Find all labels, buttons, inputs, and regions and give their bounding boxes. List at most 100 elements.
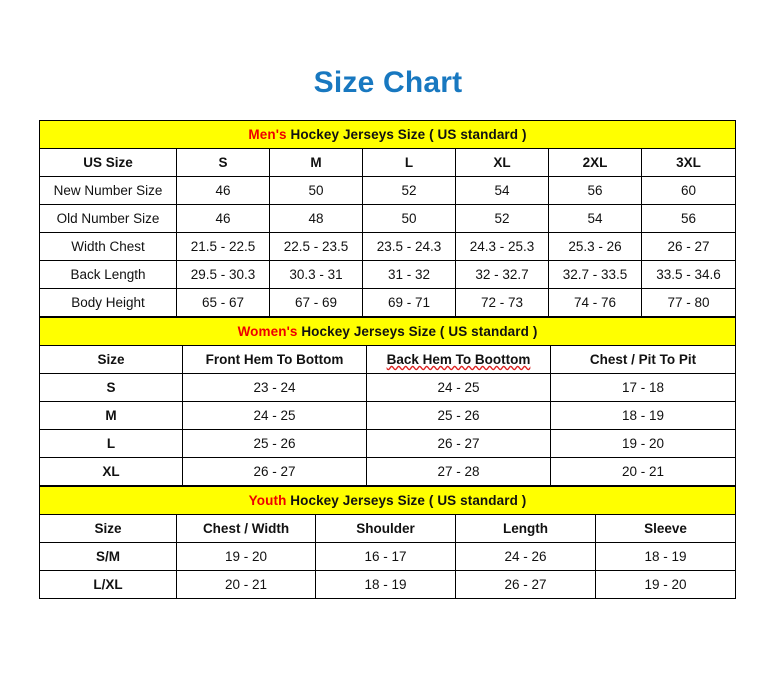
table-row: Width Chest 21.5 - 22.5 22.5 - 23.5 23.5…: [39, 232, 737, 261]
table-row: S 23 - 24 24 - 25 17 - 18: [39, 373, 737, 402]
womens-band-accent: Women's: [237, 324, 298, 339]
youth-band-accent: Youth: [248, 493, 287, 508]
mens-row-0-val-4: 56: [548, 176, 642, 205]
table-row: XL 26 - 27 27 - 28 20 - 21: [39, 457, 737, 486]
mens-col-4: XL: [455, 148, 549, 177]
mens-row-1-val-1: 48: [269, 204, 363, 233]
page-title: Size Chart: [313, 66, 463, 99]
youth-section-band-row: Youth Hockey Jerseys Size ( US standard …: [38, 486, 737, 515]
womens-row-2-label: L: [39, 429, 183, 458]
mens-row-2-val-3: 24.3 - 25.3: [455, 232, 549, 261]
mens-row-3-val-5: 33.5 - 34.6: [640, 260, 737, 289]
mens-section-band: Men's Hockey Jerseys Size ( US standard …: [38, 120, 737, 149]
mens-row-4-val-1: 67 - 69: [269, 288, 363, 317]
mens-band-rest: Hockey Jerseys Size ( US standard ): [286, 127, 527, 142]
mens-row-3-label: Back Length: [39, 260, 177, 289]
mens-row-3-val-0: 29.5 - 30.3: [176, 260, 270, 289]
table-row: L/XL 20 - 21 18 - 19 26 - 27 19 - 20: [39, 570, 737, 599]
table-row: Old Number Size 46 48 50 52 54 56: [39, 204, 737, 233]
womens-row-1-val-0: 24 - 25: [182, 401, 367, 430]
womens-row-0-val-0: 23 - 24: [182, 373, 367, 402]
youth-col-4: Sleeve: [594, 514, 737, 543]
womens-col-0: Size: [39, 345, 183, 374]
womens-col-1: Front Hem To Bottom: [182, 345, 367, 374]
mens-row-0-val-1: 50: [269, 176, 363, 205]
womens-row-3-val-2: 20 - 21: [549, 457, 737, 486]
womens-size-table: Women's Hockey Jerseys Size ( US standar…: [38, 317, 737, 486]
mens-row-0-val-3: 54: [455, 176, 549, 205]
table-row: Body Height 65 - 67 67 - 69 69 - 71 72 -…: [39, 288, 737, 317]
mens-row-2-val-4: 25.3 - 26: [548, 232, 642, 261]
mens-row-0-val-2: 52: [362, 176, 456, 205]
mens-col-5: 2XL: [548, 148, 642, 177]
youth-header-row: Size Chest / Width Shoulder Length Sleev…: [39, 514, 737, 543]
womens-section-band-row: Women's Hockey Jerseys Size ( US standar…: [38, 317, 737, 346]
youth-row-1-val-1: 18 - 19: [315, 570, 456, 599]
mens-row-1-val-5: 56: [640, 204, 737, 233]
youth-row-1-val-0: 20 - 21: [176, 570, 316, 599]
mens-row-2-val-5: 26 - 27: [640, 232, 737, 261]
mens-col-6: 3XL: [640, 148, 737, 177]
mens-row-2-val-0: 21.5 - 22.5: [176, 232, 270, 261]
mens-row-2-val-2: 23.5 - 24.3: [362, 232, 456, 261]
mens-section-band-row: Men's Hockey Jerseys Size ( US standard …: [38, 120, 737, 149]
womens-row-2-val-0: 25 - 26: [182, 429, 367, 458]
mens-row-0-val-0: 46: [176, 176, 270, 205]
mens-row-2-val-1: 22.5 - 23.5: [269, 232, 363, 261]
womens-row-3-label: XL: [39, 457, 183, 486]
mens-row-4-val-5: 77 - 80: [640, 288, 737, 317]
youth-col-0: Size: [39, 514, 177, 543]
mens-row-4-val-3: 72 - 73: [455, 288, 549, 317]
womens-row-0-val-2: 17 - 18: [549, 373, 737, 402]
mens-band-accent: Men's: [248, 127, 287, 142]
womens-row-0-label: S: [39, 373, 183, 402]
table-row: New Number Size 46 50 52 54 56 60: [39, 176, 737, 205]
mens-row-1-val-4: 54: [548, 204, 642, 233]
mens-row-1-label: Old Number Size: [39, 204, 177, 233]
womens-col-3: Chest / Pit To Pit: [549, 345, 737, 374]
womens-row-3-val-1: 27 - 28: [366, 457, 551, 486]
youth-row-1-val-2: 26 - 27: [455, 570, 596, 599]
mens-col-2: M: [269, 148, 363, 177]
mens-row-1-val-3: 52: [455, 204, 549, 233]
size-chart-tables: Men's Hockey Jerseys Size ( US standard …: [38, 120, 737, 599]
youth-row-0-val-1: 16 - 17: [315, 542, 456, 571]
youth-band-rest: Hockey Jerseys Size ( US standard ): [286, 493, 527, 508]
womens-col-2: Back Hem To Boottom: [366, 345, 551, 374]
mens-row-1-val-2: 50: [362, 204, 456, 233]
mens-row-3-val-1: 30.3 - 31: [269, 260, 363, 289]
womens-row-0-val-1: 24 - 25: [366, 373, 551, 402]
mens-size-table: Men's Hockey Jerseys Size ( US standard …: [38, 120, 737, 317]
mens-col-0: US Size: [39, 148, 177, 177]
mens-row-0-val-5: 60: [640, 176, 737, 205]
womens-row-1-val-1: 25 - 26: [366, 401, 551, 430]
womens-row-3-val-0: 26 - 27: [182, 457, 367, 486]
womens-row-2-val-1: 26 - 27: [366, 429, 551, 458]
table-row: Back Length 29.5 - 30.3 30.3 - 31 31 - 3…: [39, 260, 737, 289]
youth-row-1-label: L/XL: [39, 570, 177, 599]
mens-row-3-val-4: 32.7 - 33.5: [548, 260, 642, 289]
mens-col-3: L: [362, 148, 456, 177]
mens-header-row: US Size S M L XL 2XL 3XL: [39, 148, 737, 177]
youth-col-3: Length: [455, 514, 596, 543]
mens-row-3-val-2: 31 - 32: [362, 260, 456, 289]
mens-row-4-label: Body Height: [39, 288, 177, 317]
mens-row-0-label: New Number Size: [39, 176, 177, 205]
mens-col-1: S: [176, 148, 270, 177]
mens-row-4-val-0: 65 - 67: [176, 288, 270, 317]
mens-row-4-val-2: 69 - 71: [362, 288, 456, 317]
womens-row-1-label: M: [39, 401, 183, 430]
youth-section-band: Youth Hockey Jerseys Size ( US standard …: [38, 486, 737, 515]
womens-band-rest: Hockey Jerseys Size ( US standard ): [297, 324, 538, 339]
womens-header-row: Size Front Hem To Bottom Back Hem To Boo…: [39, 345, 737, 374]
womens-row-1-val-2: 18 - 19: [549, 401, 737, 430]
youth-row-1-val-3: 19 - 20: [594, 570, 737, 599]
youth-col-2: Shoulder: [315, 514, 456, 543]
youth-row-0-val-3: 18 - 19: [594, 542, 737, 571]
table-row: S/M 19 - 20 16 - 17 24 - 26 18 - 19: [39, 542, 737, 571]
youth-col-1: Chest / Width: [176, 514, 316, 543]
mens-row-1-val-0: 46: [176, 204, 270, 233]
mens-row-4-val-4: 74 - 76: [548, 288, 642, 317]
table-row: M 24 - 25 25 - 26 18 - 19: [39, 401, 737, 430]
